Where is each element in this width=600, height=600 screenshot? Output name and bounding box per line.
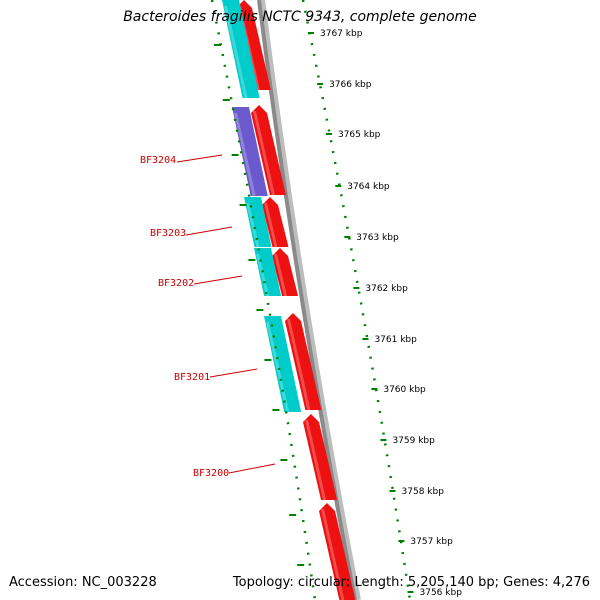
gene-label-leader [209, 368, 258, 378]
outer-dotted-ring [301, 0, 412, 600]
feature-highlight [266, 322, 290, 412]
forward-cds-arrow [319, 503, 356, 600]
gene-label-leader [185, 226, 233, 236]
gene-label-bf3204: BF3204 [140, 155, 176, 166]
label-layer: BF3204 BF3203 BF3202 BF3201 BF3200 [140, 154, 276, 479]
forward-cds-arrow [285, 313, 322, 410]
ruler-tick-label: 3757 kbp [410, 537, 453, 547]
gene-label-bf3200: BF3200 [193, 468, 229, 479]
feature-highlight [305, 420, 327, 500]
gene-block-bf3201 [264, 316, 302, 412]
ruler-tick-label: 3763 kbp [356, 233, 399, 243]
gene-label-bf3201: BF3201 [174, 372, 210, 383]
genome-backbone [257, 0, 357, 600]
ruler-layer: 3767 kbp 3766 kbp 3765 kbp 3764 kbp 3763 kbp… [210, 0, 463, 600]
gene-label-bf3203: BF3203 [150, 228, 186, 239]
ruler-tick-label: 3762 kbp [365, 284, 408, 294]
feature-highlight [287, 319, 311, 410]
ruler-tick-label: 3761 kbp [374, 335, 417, 345]
forward-cds-arrow [272, 248, 299, 296]
gene-label-leader [193, 275, 243, 285]
backbone-layer [257, 0, 361, 600]
feature-highlight [234, 113, 256, 196]
feature-highlight [321, 509, 345, 600]
ruler-tick-label: 3764 kbp [347, 182, 390, 192]
feature-highlight [253, 111, 275, 195]
ruler-tick-label: 3759 kbp [392, 436, 435, 446]
gene-label-bf3202: BF3202 [158, 278, 194, 289]
ruler-tick-label: 3758 kbp [402, 487, 445, 497]
ruler-tick-label: 3767 kbp [320, 29, 363, 39]
feature-highlight [274, 254, 288, 296]
ruler-tick-label: 3756 kbp [420, 588, 463, 598]
feature-highlight [224, 6, 248, 98]
ruler-tick-label: 3765 kbp [338, 130, 381, 140]
gene-label-leader [228, 463, 276, 474]
genome-summary-text: Topology: circular; Length: 5,205,140 bp… [232, 575, 590, 590]
ruler-tick-label: 3760 kbp [383, 385, 426, 395]
map-title: Bacteroides fragilis NCTC 9343, complete… [123, 9, 477, 25]
forward-cds-arrow [303, 414, 338, 500]
forward-cds-arrow [251, 105, 286, 195]
reverse-cds-block [222, 0, 260, 98]
gene-block-bf3204 [232, 107, 268, 196]
ruler-tick-label: 3766 kbp [329, 80, 372, 90]
gene-block-bf3203 [244, 197, 272, 247]
accession-text: Accession: NC_003228 [9, 575, 157, 590]
feature-layer [222, 0, 356, 600]
backbone-shadow [259, 0, 361, 600]
feature-highlight [256, 254, 270, 296]
forward-cds-arrow [236, 0, 271, 90]
feature-highlight [264, 203, 278, 247]
feature-highlight [246, 203, 260, 247]
gene-label-leader [176, 154, 223, 163]
forward-cds-arrow [262, 197, 289, 247]
